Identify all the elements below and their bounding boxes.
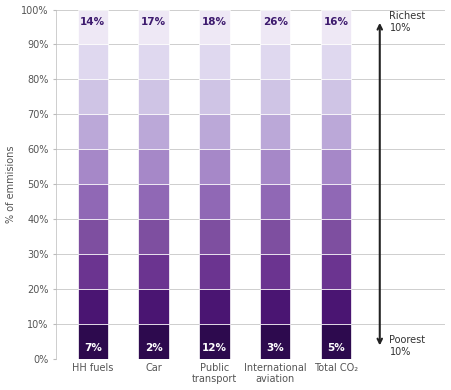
- Bar: [260, 184, 290, 219]
- Bar: [199, 10, 230, 44]
- Bar: [321, 324, 351, 359]
- Bar: [138, 80, 169, 114]
- Text: 5%: 5%: [327, 344, 345, 353]
- Bar: [321, 219, 351, 254]
- Text: 17%: 17%: [141, 16, 166, 27]
- Bar: [321, 254, 351, 289]
- Y-axis label: % of emmisions: % of emmisions: [5, 145, 15, 223]
- Bar: [260, 289, 290, 324]
- Text: Poorest
10%: Poorest 10%: [390, 335, 426, 357]
- Bar: [78, 184, 108, 219]
- Bar: [199, 44, 230, 80]
- Bar: [199, 149, 230, 184]
- Bar: [138, 289, 169, 324]
- Bar: [321, 80, 351, 114]
- Bar: [321, 44, 351, 80]
- Bar: [260, 80, 290, 114]
- Bar: [260, 149, 290, 184]
- Bar: [78, 44, 108, 80]
- Bar: [138, 184, 169, 219]
- Bar: [138, 149, 169, 184]
- Bar: [199, 289, 230, 324]
- Bar: [321, 184, 351, 219]
- Text: 16%: 16%: [323, 16, 349, 27]
- Text: 26%: 26%: [262, 16, 288, 27]
- Bar: [199, 219, 230, 254]
- Bar: [260, 324, 290, 359]
- Bar: [138, 114, 169, 149]
- Bar: [321, 114, 351, 149]
- Bar: [260, 219, 290, 254]
- Bar: [199, 254, 230, 289]
- Bar: [138, 219, 169, 254]
- Bar: [138, 254, 169, 289]
- Bar: [78, 10, 108, 44]
- Bar: [260, 114, 290, 149]
- Bar: [78, 324, 108, 359]
- Text: 14%: 14%: [80, 16, 105, 27]
- Text: 2%: 2%: [145, 344, 162, 353]
- Bar: [321, 10, 351, 44]
- Text: Richest
10%: Richest 10%: [390, 11, 426, 33]
- Text: 18%: 18%: [202, 16, 227, 27]
- Bar: [260, 10, 290, 44]
- Bar: [260, 254, 290, 289]
- Bar: [78, 114, 108, 149]
- Bar: [78, 289, 108, 324]
- Bar: [78, 254, 108, 289]
- Text: 7%: 7%: [84, 344, 101, 353]
- Bar: [199, 80, 230, 114]
- Bar: [138, 10, 169, 44]
- Bar: [321, 289, 351, 324]
- Bar: [78, 80, 108, 114]
- Bar: [199, 324, 230, 359]
- Bar: [199, 114, 230, 149]
- Bar: [260, 44, 290, 80]
- Bar: [78, 149, 108, 184]
- Bar: [199, 184, 230, 219]
- Bar: [78, 219, 108, 254]
- Text: 12%: 12%: [202, 344, 227, 353]
- Bar: [138, 44, 169, 80]
- Text: 3%: 3%: [266, 344, 284, 353]
- Bar: [138, 324, 169, 359]
- Bar: [321, 149, 351, 184]
